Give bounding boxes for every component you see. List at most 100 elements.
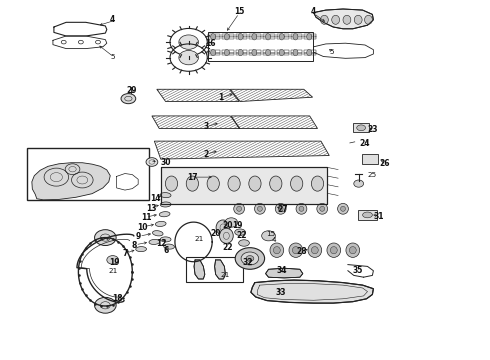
Bar <box>215 53 220 55</box>
Ellipse shape <box>266 33 270 40</box>
Ellipse shape <box>216 220 230 235</box>
Text: 30: 30 <box>160 158 171 167</box>
Ellipse shape <box>164 244 174 249</box>
Ellipse shape <box>349 247 356 254</box>
Ellipse shape <box>311 247 318 254</box>
Bar <box>27 148 149 200</box>
Ellipse shape <box>296 203 307 214</box>
Ellipse shape <box>363 212 372 218</box>
Bar <box>291 50 295 53</box>
Bar <box>236 50 241 53</box>
Bar <box>304 36 309 39</box>
Circle shape <box>262 231 275 241</box>
Bar <box>297 50 302 53</box>
Ellipse shape <box>136 247 147 252</box>
Bar <box>358 210 377 220</box>
Text: 11: 11 <box>141 213 151 222</box>
Text: 5: 5 <box>330 49 335 55</box>
Ellipse shape <box>235 229 245 235</box>
Bar <box>249 53 254 55</box>
Bar <box>291 36 295 39</box>
Bar <box>270 34 275 37</box>
Text: 12: 12 <box>156 238 167 248</box>
Circle shape <box>61 40 66 44</box>
Ellipse shape <box>357 125 366 131</box>
Text: 1: 1 <box>218 94 223 102</box>
Polygon shape <box>251 280 373 303</box>
Ellipse shape <box>308 243 321 257</box>
Ellipse shape <box>312 176 323 191</box>
Ellipse shape <box>307 49 312 56</box>
Bar <box>236 53 241 55</box>
Text: 20: 20 <box>210 229 221 238</box>
Text: 18: 18 <box>112 294 123 302</box>
Text: 28: 28 <box>296 247 307 256</box>
Bar <box>284 34 289 37</box>
Ellipse shape <box>165 176 177 191</box>
Bar <box>263 53 268 55</box>
Bar <box>304 34 309 37</box>
Ellipse shape <box>275 203 286 214</box>
Text: 24: 24 <box>359 139 370 148</box>
Bar <box>243 53 247 55</box>
Bar <box>304 53 309 55</box>
Bar <box>243 50 247 53</box>
Bar <box>236 34 241 37</box>
Bar <box>249 36 254 39</box>
Ellipse shape <box>228 176 240 191</box>
Bar <box>263 34 268 37</box>
Bar <box>277 50 282 53</box>
Ellipse shape <box>160 237 171 242</box>
Text: 22: 22 <box>222 243 233 252</box>
Text: 5: 5 <box>110 54 115 60</box>
Bar <box>270 36 275 39</box>
Text: 32: 32 <box>243 258 253 266</box>
Bar <box>243 34 247 37</box>
Circle shape <box>246 256 254 261</box>
Ellipse shape <box>257 206 262 211</box>
Bar <box>243 36 247 39</box>
Bar <box>208 34 213 37</box>
Text: 9: 9 <box>136 233 141 241</box>
Ellipse shape <box>237 206 242 211</box>
Text: 29: 29 <box>126 86 137 95</box>
Ellipse shape <box>299 206 304 211</box>
Bar <box>256 50 261 53</box>
Text: 35: 35 <box>352 266 363 275</box>
Bar <box>236 36 241 39</box>
Bar <box>256 53 261 55</box>
Bar <box>277 34 282 37</box>
Text: 4: 4 <box>272 238 277 243</box>
Ellipse shape <box>293 247 299 254</box>
Ellipse shape <box>239 240 249 246</box>
Bar <box>270 53 275 55</box>
Bar <box>277 53 282 55</box>
Ellipse shape <box>279 33 284 40</box>
Circle shape <box>179 35 198 49</box>
Circle shape <box>354 180 364 187</box>
Text: 27: 27 <box>277 205 288 214</box>
Bar <box>277 36 282 39</box>
Bar <box>229 34 234 37</box>
Ellipse shape <box>266 49 270 56</box>
Polygon shape <box>266 268 303 278</box>
Bar <box>297 34 302 37</box>
Text: 26: 26 <box>379 159 390 168</box>
Text: 31: 31 <box>373 212 384 221</box>
Circle shape <box>96 40 100 44</box>
Ellipse shape <box>289 243 303 257</box>
Ellipse shape <box>365 15 372 24</box>
Ellipse shape <box>354 15 362 24</box>
Ellipse shape <box>155 221 166 226</box>
Text: 16: 16 <box>205 39 216 48</box>
Text: 33: 33 <box>275 288 286 297</box>
Bar <box>222 34 227 37</box>
Polygon shape <box>314 9 373 29</box>
Ellipse shape <box>293 33 298 40</box>
Bar <box>284 53 289 55</box>
Bar <box>208 50 213 53</box>
Ellipse shape <box>211 33 216 40</box>
Bar <box>222 36 227 39</box>
Ellipse shape <box>279 49 284 56</box>
Circle shape <box>225 218 238 227</box>
